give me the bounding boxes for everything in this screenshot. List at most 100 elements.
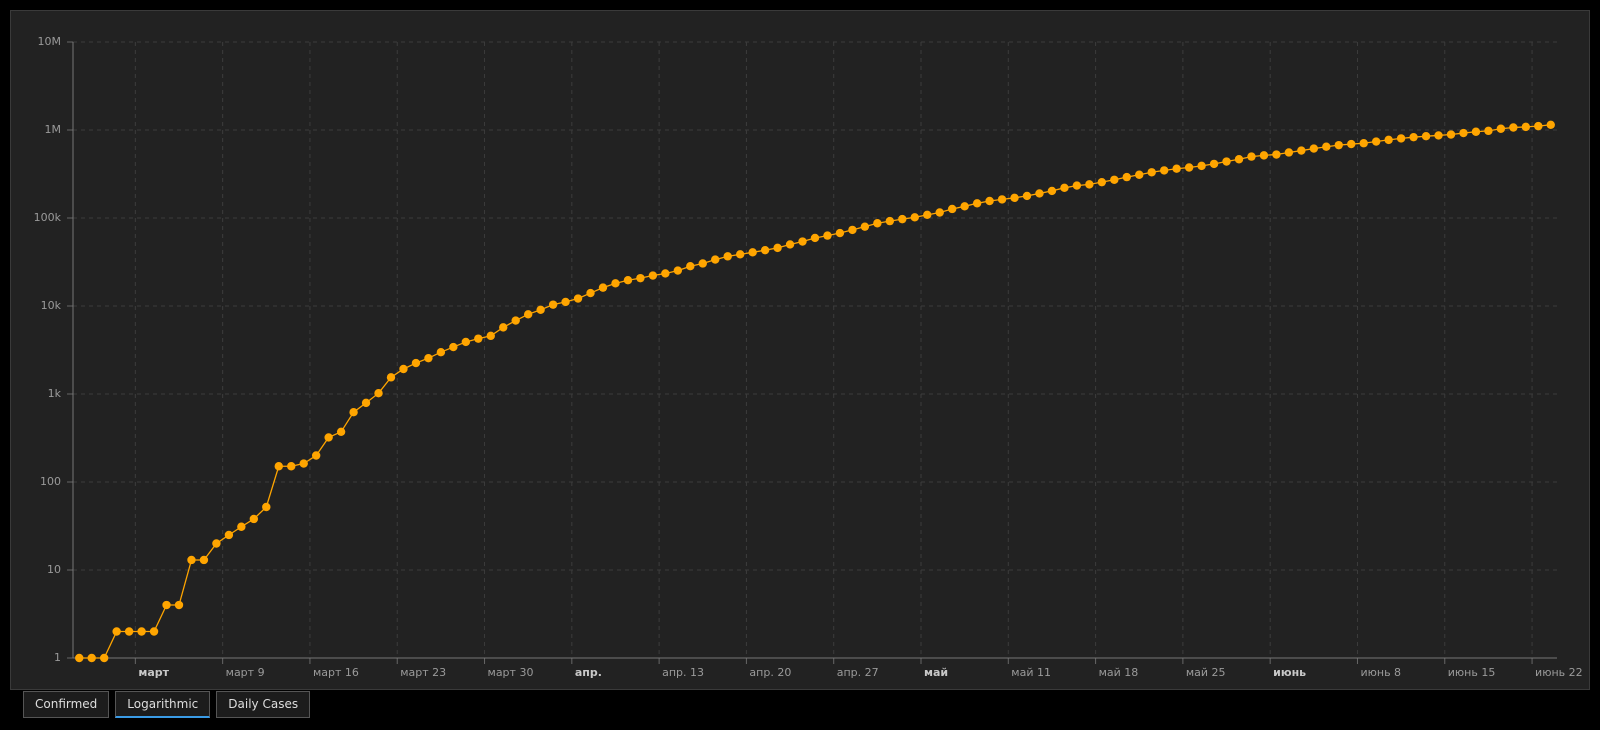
- data-point: [623, 276, 633, 285]
- data-point: [711, 255, 720, 264]
- x-tick-label: апр. 13: [662, 666, 704, 679]
- data-point: [99, 653, 109, 663]
- data-point: [648, 271, 658, 280]
- y-tick-label: 100: [40, 475, 61, 488]
- data-point: [274, 462, 283, 471]
- data-point: [1035, 189, 1044, 198]
- data-point: [424, 353, 433, 363]
- y-tick-label: 1: [54, 651, 61, 664]
- data-point: [923, 210, 932, 220]
- data-point: [1496, 124, 1506, 133]
- data-point: [1259, 151, 1269, 160]
- data-point: [411, 358, 421, 368]
- data-point: [1371, 137, 1381, 146]
- data-point: [947, 204, 957, 214]
- y-tick-label: 10k: [41, 299, 62, 312]
- x-tick-label: июнь: [1273, 666, 1306, 679]
- data-point: [536, 305, 545, 314]
- x-tick-label: март 16: [313, 666, 359, 679]
- data-point: [1197, 161, 1206, 171]
- data-point: [1222, 157, 1231, 166]
- data-point: [1334, 140, 1343, 150]
- data-point: [87, 653, 96, 663]
- data-point: [187, 555, 196, 565]
- data-point: [1147, 168, 1156, 177]
- data-point: [499, 323, 508, 332]
- data-point: [1234, 155, 1244, 164]
- y-tick-label: 1M: [45, 123, 62, 136]
- data-point: [1010, 193, 1019, 203]
- data-point: [760, 245, 770, 255]
- data-point: [823, 231, 832, 240]
- data-point: [1209, 159, 1219, 169]
- data-point: [224, 530, 234, 540]
- data-point: [386, 373, 396, 382]
- data-point: [1122, 172, 1131, 182]
- data-point: [1471, 127, 1481, 136]
- data-point: [1172, 164, 1181, 173]
- data-point: [486, 331, 495, 341]
- data-point: [910, 213, 919, 222]
- data-point: [573, 294, 583, 303]
- data-point: [1060, 183, 1069, 193]
- data-point: [972, 199, 982, 208]
- data-point: [835, 228, 845, 238]
- data-point: [1396, 134, 1406, 143]
- x-tick-label: апр. 20: [749, 666, 791, 679]
- data-point: [1421, 131, 1431, 141]
- tab-button[interactable]: Logarithmic: [115, 691, 211, 718]
- data-point: [324, 433, 333, 442]
- data-point: [686, 262, 695, 271]
- data-point: [1159, 166, 1169, 175]
- data-point: [212, 539, 221, 548]
- x-tick-label: июнь 22: [1535, 666, 1583, 679]
- data-point: [748, 248, 757, 257]
- x-tick-label: май 18: [1099, 666, 1139, 679]
- data-point: [611, 279, 620, 288]
- data-point: [336, 427, 346, 436]
- x-tick-label: апр.: [575, 666, 602, 679]
- data-point: [1297, 146, 1306, 155]
- data-point: [124, 627, 134, 636]
- data-point: [1446, 130, 1456, 139]
- data-point: [723, 252, 732, 261]
- data-point: [661, 269, 670, 278]
- data-point: [1184, 163, 1194, 172]
- x-tick-label: июнь 8: [1360, 666, 1401, 679]
- data-point: [1022, 191, 1032, 201]
- data-point: [311, 451, 321, 460]
- tab-button[interactable]: Confirmed: [23, 691, 110, 718]
- data-point: [798, 237, 807, 246]
- y-tick-label: 100k: [34, 211, 62, 224]
- data-point: [1247, 152, 1256, 161]
- data-point: [1135, 170, 1144, 179]
- chart: 1 10 100 1k 10k 100k 1M 10M март март 9 март 16 мар…: [10, 10, 1590, 690]
- data-point: [785, 240, 795, 249]
- data-point: [262, 502, 271, 512]
- x-tick-label: май 11: [1011, 666, 1051, 679]
- data-point: [1459, 128, 1468, 138]
- data-point: [873, 219, 882, 228]
- tab-bar: Confirmed Logarithmic Daily Cases: [23, 691, 311, 718]
- data-point: [548, 300, 558, 309]
- data-point: [598, 283, 608, 292]
- data-point: [137, 627, 146, 636]
- data-point: [299, 459, 308, 468]
- data-point: [174, 600, 184, 610]
- data-point: [1434, 131, 1443, 140]
- data-point: [349, 408, 358, 417]
- data-point: [1509, 123, 1518, 132]
- data-point: [199, 555, 209, 565]
- data-point: [511, 316, 520, 325]
- data-point: [461, 337, 471, 347]
- data-point: [436, 348, 446, 357]
- data-point: [1384, 135, 1393, 145]
- data-point: [735, 250, 745, 259]
- data-point: [860, 222, 870, 231]
- data-point: [162, 600, 171, 610]
- data-point: [960, 202, 969, 211]
- tab-button[interactable]: Daily Cases: [216, 691, 311, 718]
- data-point: [1534, 121, 1543, 131]
- x-tick-label: март 30: [488, 666, 534, 679]
